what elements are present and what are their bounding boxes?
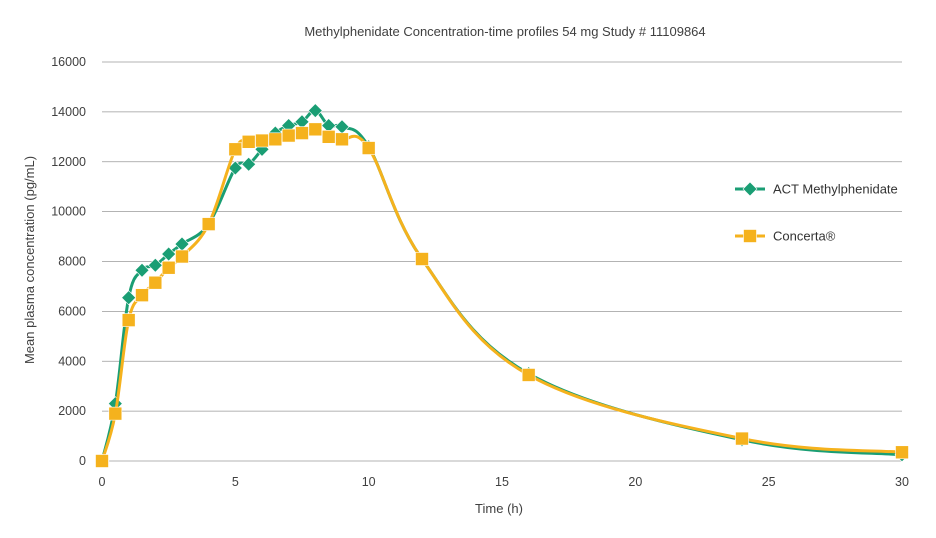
y-tick-label: 12000 xyxy=(51,155,86,169)
data-point-act-methylphenidate xyxy=(307,103,323,119)
series-concerta xyxy=(95,122,909,468)
data-point-concerta xyxy=(335,132,349,147)
data-point-concerta xyxy=(108,406,123,421)
data-point-concerta xyxy=(228,142,243,157)
data-point-concerta xyxy=(201,217,216,231)
legend-marker-concerta xyxy=(743,229,757,243)
data-point-concerta xyxy=(241,135,256,149)
x-axis-title: Time (h) xyxy=(475,501,523,516)
series-layer xyxy=(94,103,910,469)
data-point-concerta xyxy=(121,313,136,327)
data-point-concerta xyxy=(135,288,149,302)
data-point-concerta xyxy=(268,132,283,147)
data-point-concerta xyxy=(521,368,536,382)
data-point-act-methylphenidate xyxy=(147,257,163,273)
y-tick-label: 2000 xyxy=(58,404,86,418)
series-line-act-methylphenidate xyxy=(100,109,903,462)
data-point-concerta xyxy=(308,122,323,137)
y-tick-label: 6000 xyxy=(58,304,86,318)
x-tick-label: 20 xyxy=(628,475,642,489)
data-point-act-methylphenidate xyxy=(334,119,350,135)
x-tick-label: 30 xyxy=(895,475,909,489)
x-tick-label: 15 xyxy=(495,475,509,489)
y-tick-label: 10000 xyxy=(51,205,86,219)
x-tick-label: 0 xyxy=(99,475,106,489)
data-point-act-methylphenidate xyxy=(121,290,137,306)
legend-marker-act-methylphenidate xyxy=(742,181,758,197)
data-point-concerta xyxy=(415,252,429,266)
axes: 0 2000 4000 6000 8000 10000 12000 14000 16000 0 5 1… xyxy=(51,55,909,489)
legend-label-concerta: Concerta® xyxy=(773,229,836,244)
x-tick-label: 10 xyxy=(362,475,376,489)
data-point-concerta xyxy=(321,130,336,144)
data-point-concerta xyxy=(175,249,189,264)
data-point-concerta xyxy=(295,126,309,140)
data-point-concerta xyxy=(895,445,909,460)
x-tick-label: 5 xyxy=(232,475,239,489)
y-tick-label: 0 xyxy=(79,454,86,468)
data-point-concerta xyxy=(161,260,176,275)
y-tick-label: 16000 xyxy=(51,55,86,69)
y-tick-label: 14000 xyxy=(51,105,86,119)
data-point-concerta xyxy=(148,275,163,290)
data-point-concerta xyxy=(255,133,269,148)
series-act-methylphenidate xyxy=(94,103,910,469)
data-point-concerta xyxy=(281,128,296,143)
data-point-act-methylphenidate xyxy=(241,156,257,172)
legend: ACT Methylphenidate Concerta® xyxy=(735,182,898,244)
y-tick-label: 8000 xyxy=(58,255,86,269)
data-point-act-methylphenidate xyxy=(134,262,150,278)
chart-title: Methylphenidate Concentration-time profi… xyxy=(304,24,705,39)
data-point-concerta xyxy=(361,141,376,155)
x-tick-label: 25 xyxy=(762,475,776,489)
legend-label-act-methylphenidate: ACT Methylphenidate xyxy=(773,182,898,197)
data-point-concerta xyxy=(95,454,109,468)
y-axis-title: Mean plasma concentration (pg/mL) xyxy=(22,156,37,364)
data-point-concerta xyxy=(735,431,749,446)
y-tick-label: 4000 xyxy=(58,354,86,368)
